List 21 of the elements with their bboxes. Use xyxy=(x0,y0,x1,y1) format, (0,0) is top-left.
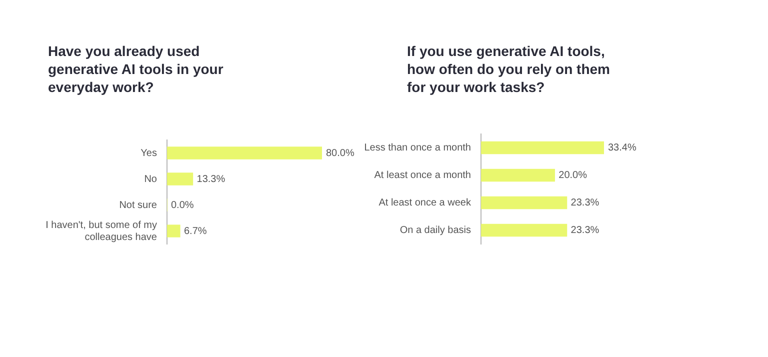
chart-title: If you use generative AI tools, how often do you rely on them for your work tasks? xyxy=(407,42,611,96)
y-tick-label: Less than once a month xyxy=(364,142,471,154)
data-label: 23.3% xyxy=(570,198,600,208)
bar xyxy=(167,146,322,160)
data-label: 13.3% xyxy=(196,174,226,185)
data-label: 0.0% xyxy=(171,200,194,211)
y-tick-label: No xyxy=(144,174,158,185)
y-tick-label: Not sure xyxy=(119,200,158,211)
bar xyxy=(167,224,180,238)
y-tick-label: Yes xyxy=(140,148,157,159)
y-tick-label: On a daily basis xyxy=(400,225,471,236)
data-label: 20.0% xyxy=(558,170,588,181)
bar xyxy=(167,172,194,186)
y-tick-label: I haven't, but some of my colleagues have xyxy=(46,220,158,243)
data-label: 80.0% xyxy=(326,148,354,159)
data-label: 6.7% xyxy=(184,226,207,237)
y-tick-label: At least once a month xyxy=(374,170,471,181)
y-tick-label: At least once a week xyxy=(378,198,472,208)
data-label: 23.3% xyxy=(570,225,600,236)
chart-title: Have you already used generative AI tools in your everyday work? xyxy=(48,42,224,96)
data-label: 33.4% xyxy=(608,142,636,154)
